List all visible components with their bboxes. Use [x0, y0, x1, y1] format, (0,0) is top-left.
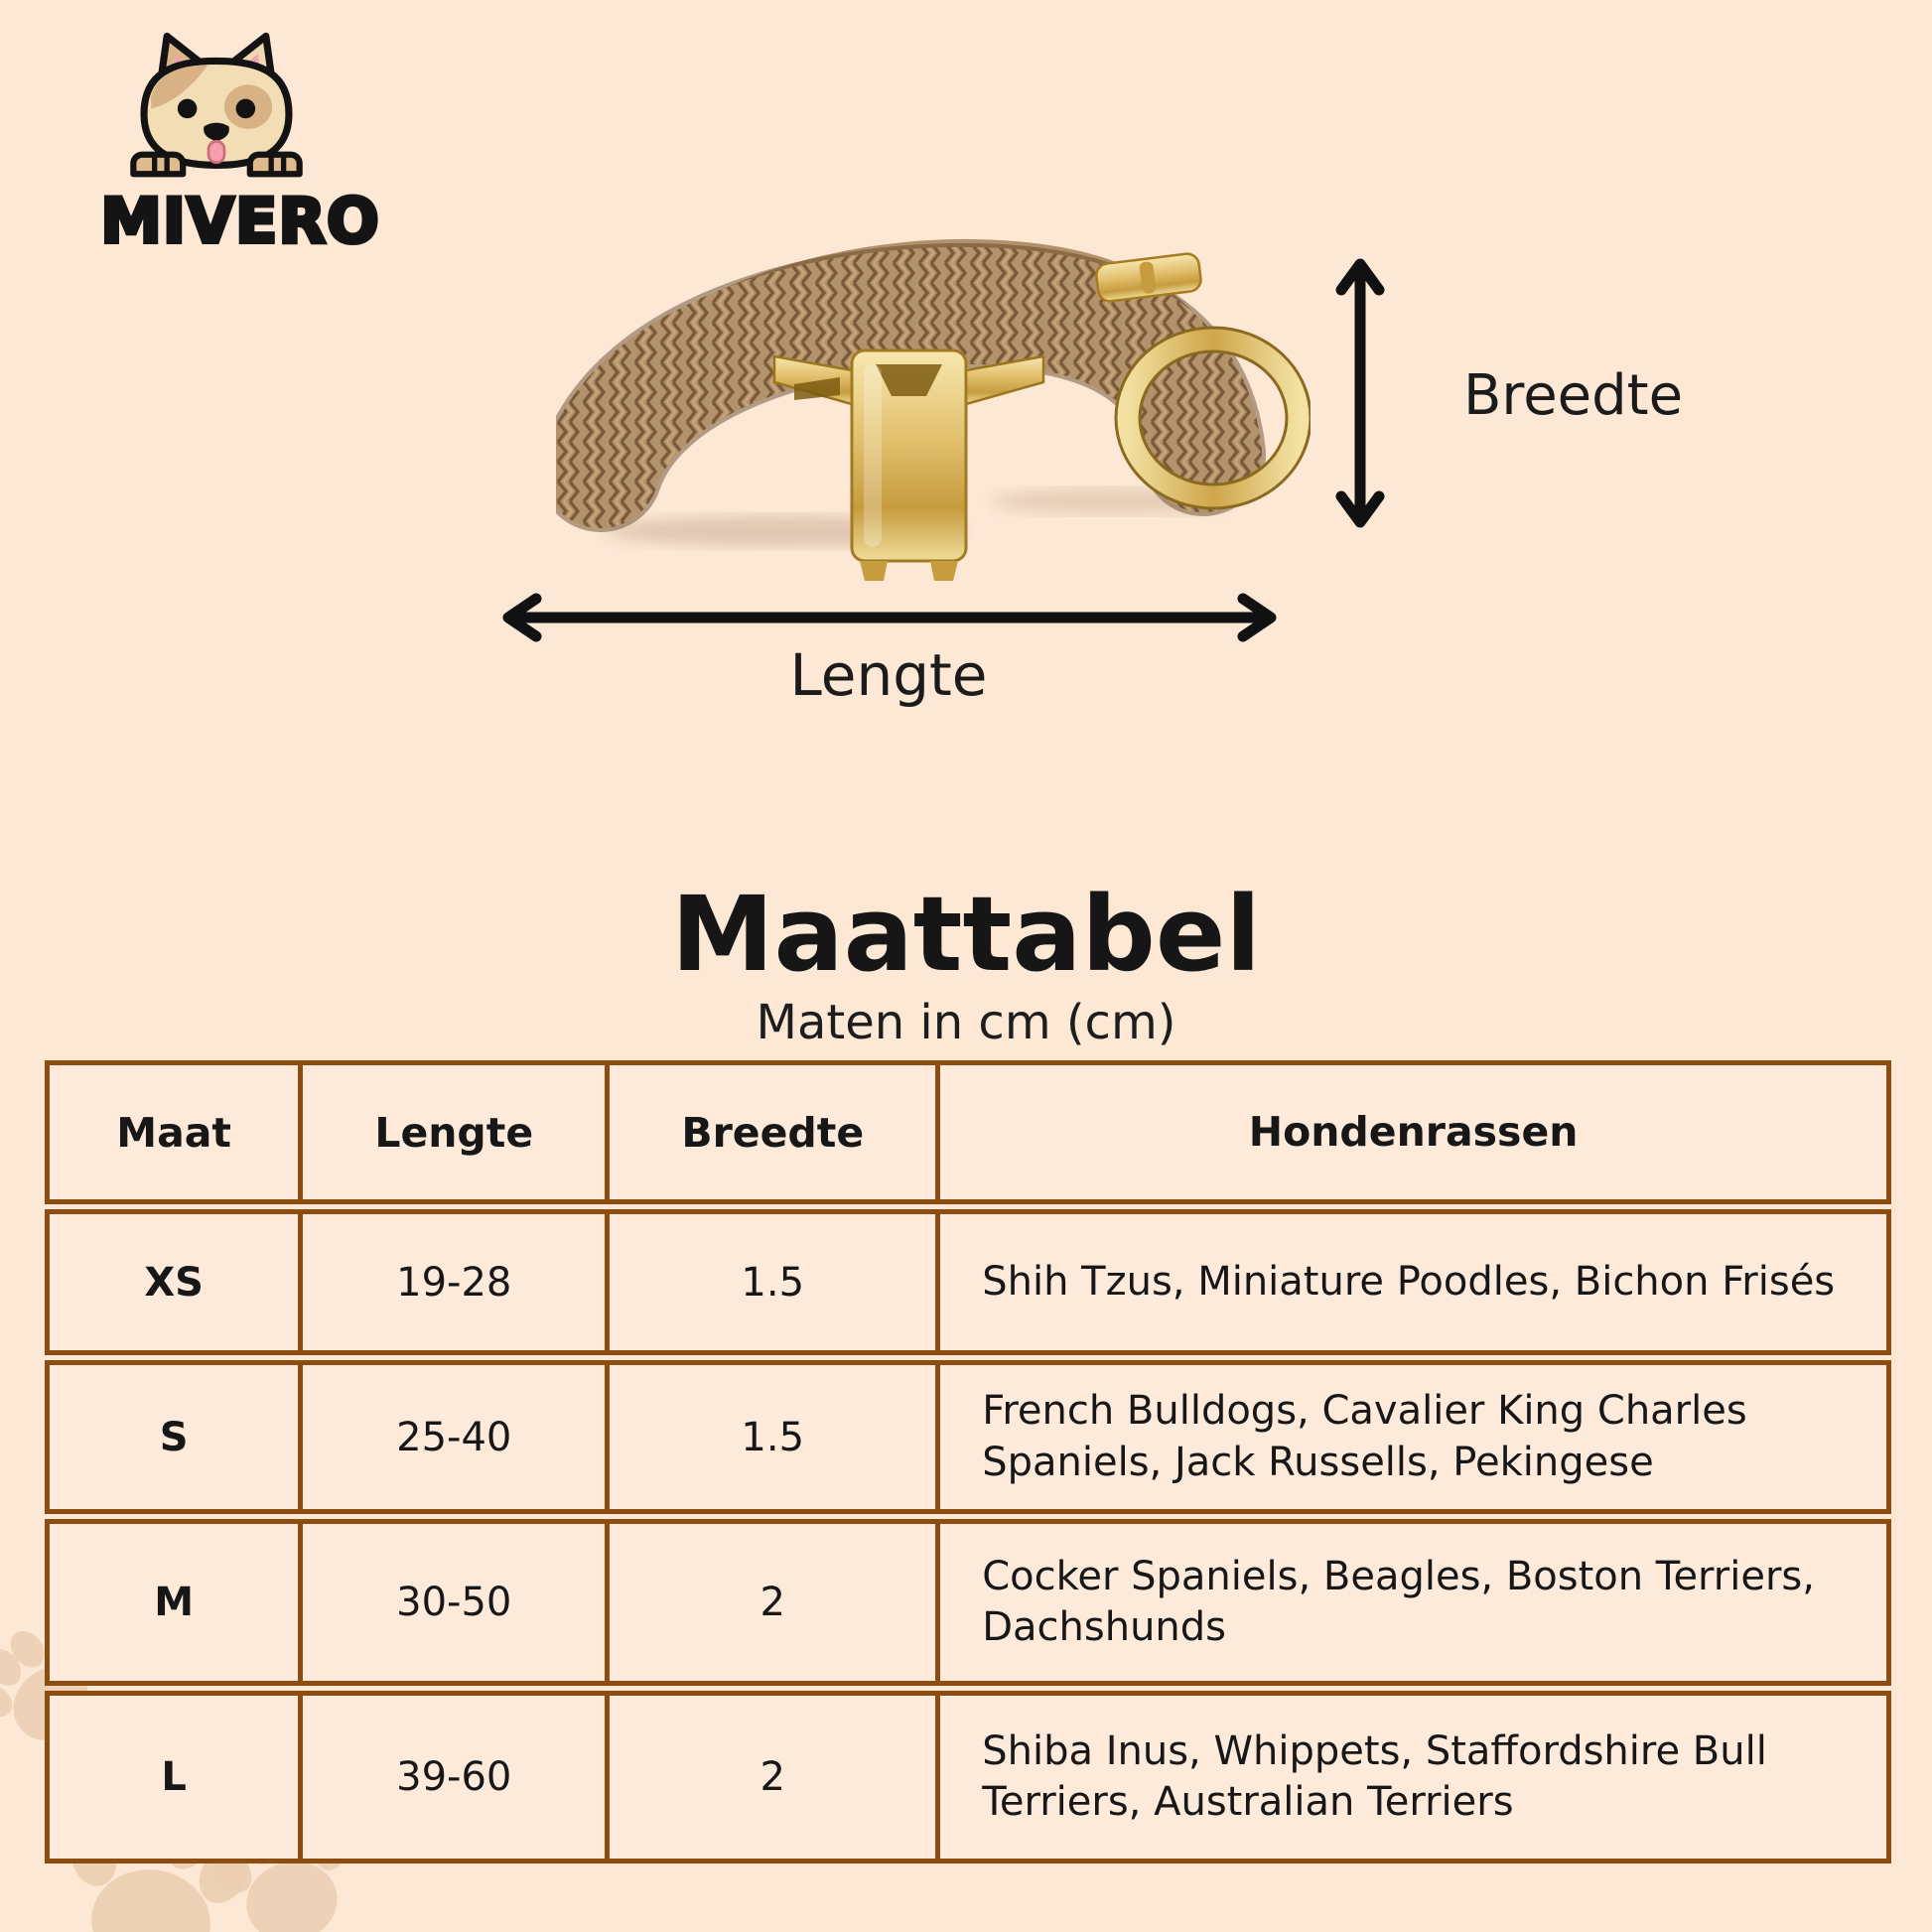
column-header-breedte: Breedte [610, 1065, 941, 1199]
dog-logo-icon [130, 32, 303, 178]
cell-breedte: 2 [610, 1696, 941, 1859]
cell-hondenrassen: French Bulldogs, Cavalier King Charles S… [982, 1388, 1747, 1485]
brand-wordmark: MIVERO [98, 183, 381, 259]
cell-lengte: 39-60 [303, 1696, 611, 1859]
cell-breedte: 1.5 [610, 1365, 941, 1509]
cell-lengte: 25-40 [303, 1365, 611, 1509]
column-header-maat: Maat [50, 1065, 304, 1199]
size-table: Maat Lengte Breedte Hondenrassen XS 19-28 1.5… [45, 1060, 1891, 1863]
cell-hondenrassen: Shiba Inus, Whippets, Staffordshire Bull… [982, 1727, 1767, 1825]
dog-collar-image [556, 238, 1311, 581]
collar-adjuster [1095, 252, 1202, 303]
cell-hondenrassen: Shih Tzus, Miniature Poodles, Bichon Fri… [982, 1258, 1836, 1305]
column-header-lengte: Lengte [303, 1065, 611, 1199]
table-row: M 30-50 2 Cocker Spaniels, Beagles, Boston … [45, 1519, 1891, 1686]
column-header-hondenrassen: Hondenrassen [1248, 1108, 1579, 1157]
width-label: Breedte [1463, 363, 1684, 428]
cell-maat: M [50, 1524, 304, 1681]
length-dimension-arrow [502, 593, 1277, 642]
table-row: L 39-60 2 Shiba Inus, Whippets, Staffordshi… [45, 1691, 1891, 1863]
table-row: S 25-40 1.5 French Bulldogs, Cavalier King … [45, 1360, 1891, 1514]
cell-maat: XS [50, 1214, 304, 1350]
cell-maat: L [50, 1696, 304, 1859]
page-subtitle: Maten in cm (cm) [756, 995, 1176, 1050]
collar-buckle [772, 348, 1045, 581]
cell-maat: S [50, 1365, 304, 1509]
table-body: XS 19-28 1.5 Shih Tzus, Miniature Poodles, … [45, 1209, 1891, 1863]
cell-breedte: 2 [610, 1524, 941, 1681]
cell-lengte: 30-50 [303, 1524, 611, 1681]
cell-lengte: 19-28 [303, 1214, 611, 1350]
page-title: Maattabel [670, 874, 1262, 995]
width-dimension-arrow [1335, 258, 1385, 528]
cell-breedte: 1.5 [610, 1214, 941, 1350]
length-label: Lengte [789, 641, 988, 709]
cell-hondenrassen: Cocker Spaniels, Beagles, Boston Terrier… [982, 1553, 1815, 1650]
table-header-row: Maat Lengte Breedte Hondenrassen [45, 1060, 1891, 1204]
table-row: XS 19-28 1.5 Shih Tzus, Miniature Poodles, … [45, 1209, 1891, 1355]
